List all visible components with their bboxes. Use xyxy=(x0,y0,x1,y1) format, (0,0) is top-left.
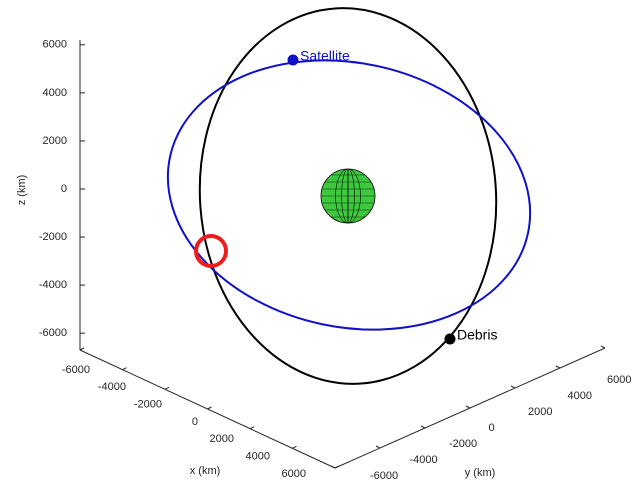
y-axis-label: y (km) xyxy=(465,467,496,479)
chart: z (km) x (km) y (km) Satellite Debris -60… xyxy=(0,0,642,482)
y-tick xyxy=(511,386,515,388)
x-axis-label: x (km) xyxy=(190,465,221,477)
z-tick-label: -2000 xyxy=(39,231,67,243)
x-tick-label: 2000 xyxy=(210,433,234,445)
x-tick xyxy=(208,407,212,409)
debris-label: Debris xyxy=(457,327,497,343)
y-tick xyxy=(376,446,380,448)
x-tick-label: 0 xyxy=(192,416,198,428)
x-tick xyxy=(123,368,127,370)
z-tick-label: 6000 xyxy=(43,39,67,51)
x-tick-label: -2000 xyxy=(134,399,162,411)
debris-marker xyxy=(445,334,456,345)
y-tick xyxy=(601,346,605,348)
y-tick-label: 0 xyxy=(489,422,495,434)
y-tick xyxy=(556,366,560,368)
y-tick-label: -2000 xyxy=(449,438,477,450)
z-tick-label: 2000 xyxy=(43,135,67,147)
y-tick xyxy=(466,406,470,408)
x-tick xyxy=(80,348,84,350)
x-tick-label: 4000 xyxy=(246,451,270,463)
x-tick xyxy=(250,427,254,429)
x-tick xyxy=(293,446,297,448)
y-tick-label: 4000 xyxy=(568,390,592,402)
satellite-label: Satellite xyxy=(300,48,350,64)
z-tick-label: 4000 xyxy=(43,87,67,99)
orbits: Satellite Debris xyxy=(143,0,556,394)
x-tick-label: 6000 xyxy=(282,468,306,480)
satellite-marker xyxy=(288,55,299,66)
z-tick-label: -4000 xyxy=(39,279,67,291)
y-tick-label: -6000 xyxy=(370,470,398,482)
z-axis-label: z (km) xyxy=(16,175,28,206)
x-tick xyxy=(165,387,169,389)
y-tick-label: 2000 xyxy=(528,406,552,418)
y-tick xyxy=(331,466,335,468)
y-tick-label: 6000 xyxy=(607,374,631,386)
y-tick-label: -4000 xyxy=(410,454,438,466)
z-tick-label: 0 xyxy=(61,183,67,195)
x-tick-label: -4000 xyxy=(98,381,126,393)
z-tick-label: -6000 xyxy=(39,327,67,339)
y-tick xyxy=(421,426,425,428)
x-tick-label: -6000 xyxy=(62,364,90,376)
